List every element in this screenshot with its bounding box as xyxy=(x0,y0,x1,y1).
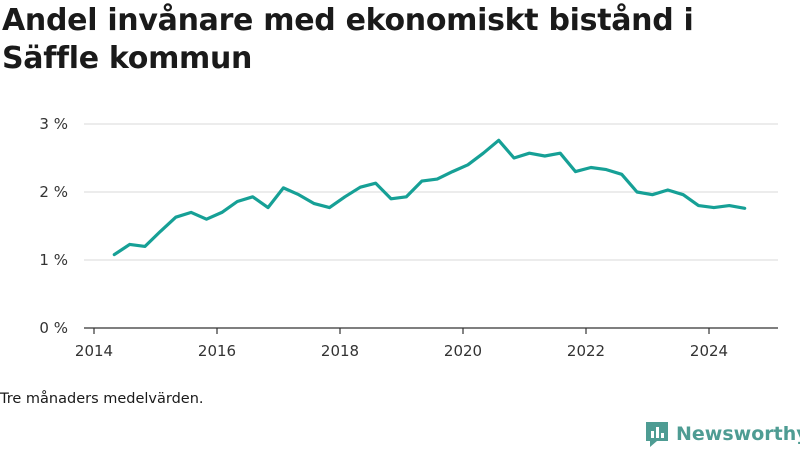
newsworthy-logo-icon xyxy=(646,422,668,447)
x-axis: 2014 2016 2018 2020 2022 2024 xyxy=(75,327,778,360)
y-tick-label: 1 % xyxy=(39,251,68,269)
series-layer xyxy=(112,138,747,257)
x-tick-label: 2020 xyxy=(444,342,482,360)
chart-note: Tre månaders medelvärden. xyxy=(0,391,204,407)
brand-name: Newsworthy xyxy=(676,423,800,445)
x-tick-label: 2014 xyxy=(75,342,113,360)
y-axis: 0 % 1 % 2 % 3 % xyxy=(39,115,68,337)
series-line xyxy=(112,138,747,257)
x-tick-label: 2018 xyxy=(321,342,359,360)
y-tick-label: 0 % xyxy=(39,319,68,337)
x-tick-label: 2016 xyxy=(198,342,236,360)
y-tick-label: 3 % xyxy=(39,115,68,133)
x-tick-label: 2022 xyxy=(567,342,605,360)
x-tick-label: 2024 xyxy=(690,342,728,360)
brand-logo[interactable]: Newsworthy xyxy=(644,420,800,448)
y-tick-label: 2 % xyxy=(39,183,68,201)
chart-title: Andel invånare med ekonomiskt bistånd i … xyxy=(2,3,694,76)
